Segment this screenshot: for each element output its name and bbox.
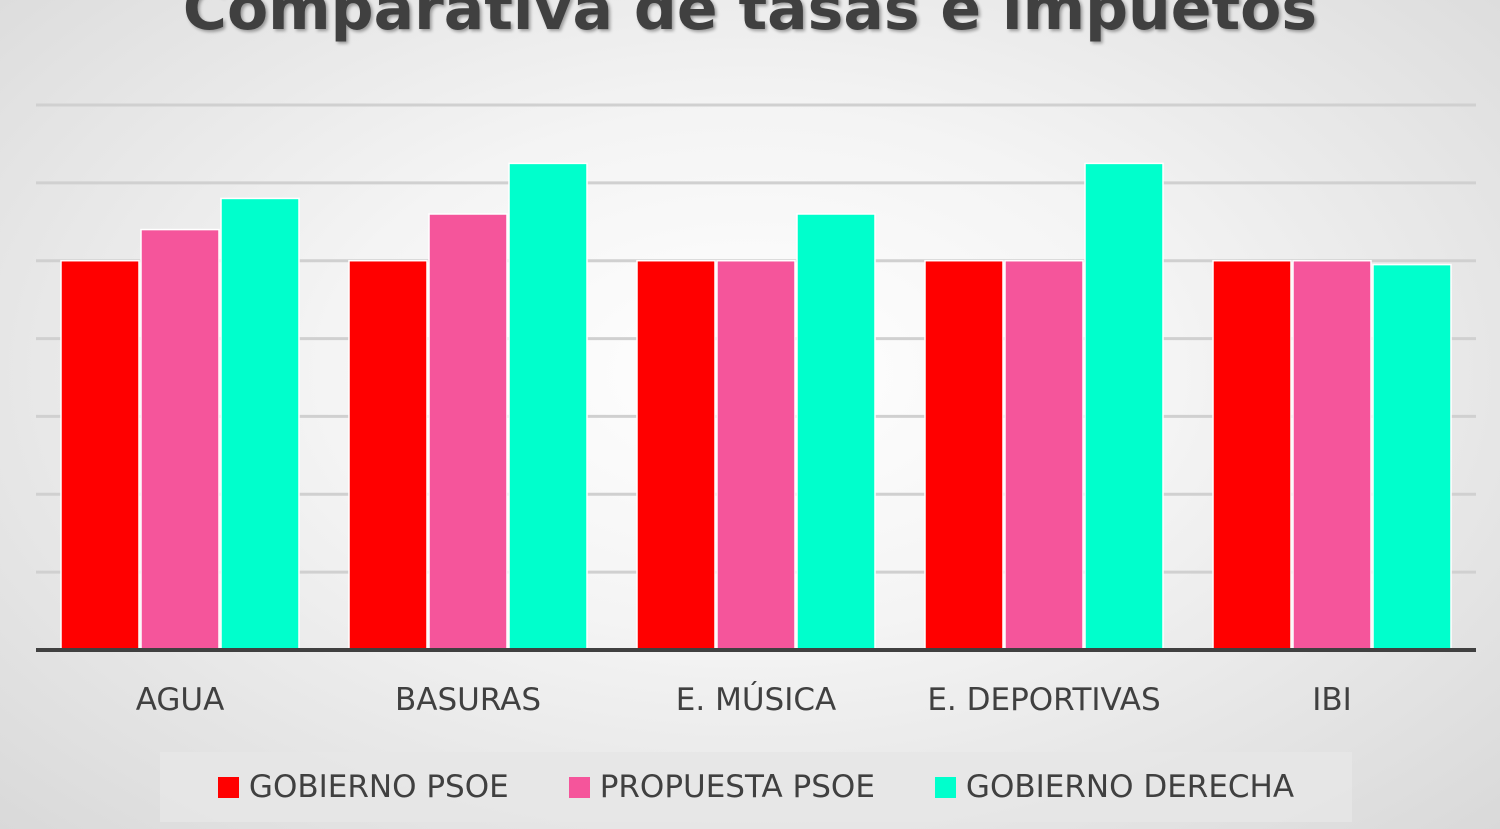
bar-gobierno-derecha xyxy=(1372,263,1452,651)
x-tick-label: BASURAS xyxy=(395,682,541,718)
bar-propuesta-psoe xyxy=(140,228,220,651)
legend-label: PROPUESTA PSOE xyxy=(599,769,875,805)
bar-propuesta-psoe xyxy=(1292,259,1372,651)
bar-propuesta-psoe xyxy=(1004,259,1084,651)
bar-gobierno-psoe xyxy=(348,259,428,651)
x-tick-label: E. DEPORTIVAS xyxy=(927,682,1160,718)
legend-label: GOBIERNO PSOE xyxy=(248,769,509,805)
bar-gobierno-derecha xyxy=(508,162,588,651)
bar-gobierno-psoe xyxy=(60,259,140,651)
bar-gobierno-psoe xyxy=(1212,259,1292,651)
bar-gobierno-derecha xyxy=(1084,162,1164,651)
legend: GOBIERNO PSOE PROPUESTA PSOE GOBIERNO DERE… xyxy=(160,752,1352,822)
bar-propuesta-psoe xyxy=(428,213,508,651)
x-tick-label: IBI xyxy=(1312,682,1352,718)
bar-gobierno-psoe xyxy=(924,259,1004,651)
legend-swatch xyxy=(934,776,956,798)
bar-gobierno-derecha xyxy=(220,197,300,651)
legend-item: GOBIERNO DERECHA xyxy=(934,769,1295,805)
legend-swatch xyxy=(568,776,590,798)
legend-item: PROPUESTA PSOE xyxy=(568,769,875,805)
legend-item: GOBIERNO PSOE xyxy=(217,769,509,805)
bar-propuesta-psoe xyxy=(716,259,796,651)
legend-label: GOBIERNO DERECHA xyxy=(965,769,1295,805)
legend-swatch xyxy=(217,776,239,798)
x-tick-label: E. MÚSICA xyxy=(676,681,836,718)
chart-title: Comparativa de tasas e impuetos xyxy=(182,0,1318,44)
bar-gobierno-derecha xyxy=(796,213,876,651)
x-tick-label: AGUA xyxy=(136,682,225,718)
bar-gobierno-psoe xyxy=(636,259,716,651)
